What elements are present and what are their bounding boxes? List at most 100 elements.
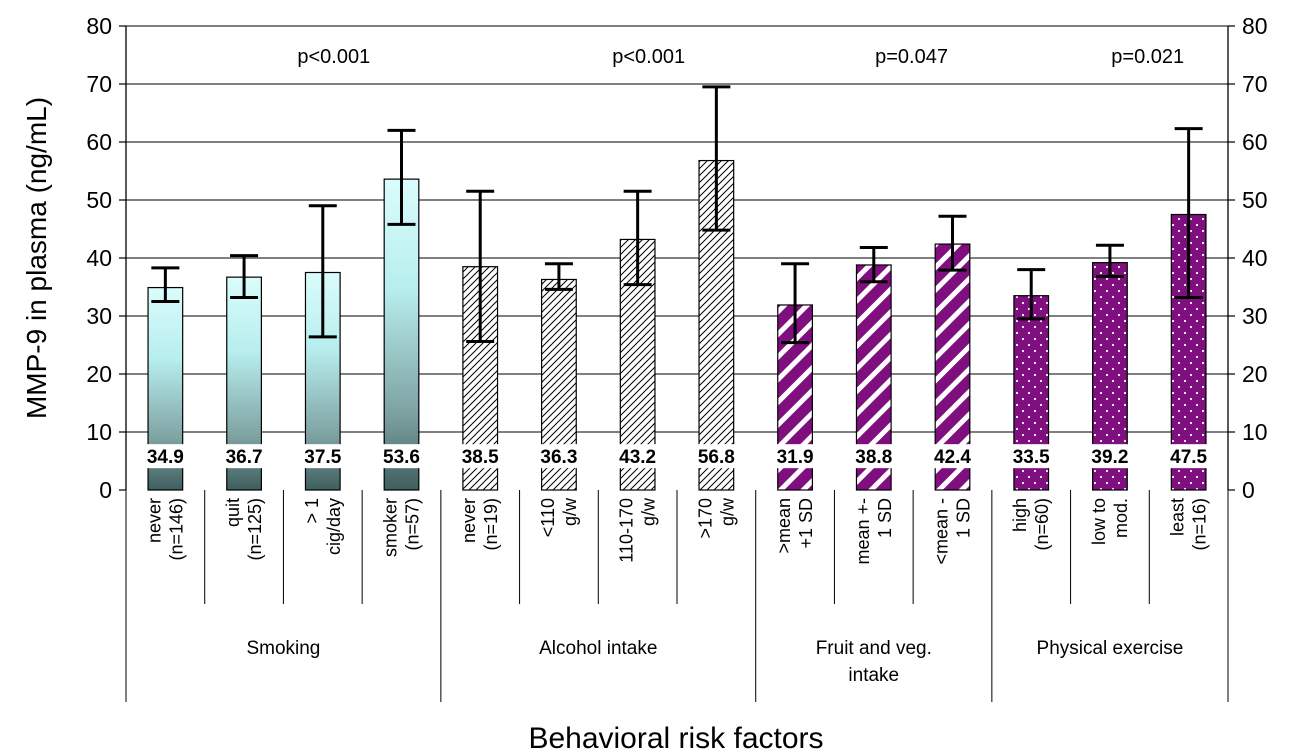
category-label-line2: g/w [560,497,580,526]
data-label: 37.5 [304,447,341,468]
category-label-line2: 1 SD [875,498,895,538]
category-label-line1: >mean [774,498,794,554]
y-tick-label-right: 30 [1242,303,1268,329]
category-label-line2: mod. [1111,498,1131,538]
category-label: > 1 cig/day [302,498,344,555]
category-label: smoker (n=57) [381,498,423,557]
category-label-line1: mean +- [853,498,873,565]
error-bars [151,85,1203,345]
category-label-line2: g/w [717,497,737,526]
category-label-line1: <110 [538,498,558,537]
category-label-line2: +1 SD [796,498,816,549]
data-label-bg [1079,444,1140,469]
group-label: Smoking [246,638,320,659]
data-label: 43.2 [619,447,656,468]
p-value-label: p<0.001 [297,46,370,68]
group-label: Alcohol intake [539,638,657,659]
category-label: >170 g/w [695,497,737,539]
category-label: quit (n=125) [223,498,265,561]
data-label-bg [214,444,275,469]
y-tick-label-right: 10 [1242,419,1268,445]
data-label: 39.2 [1091,447,1128,468]
y-axis-label: MMP-9 in plasma (ng/mL) [21,97,52,419]
data-label: 36.3 [540,447,577,468]
category-label: >mean +1 SD [774,498,816,554]
data-label-bg [922,444,983,469]
y-tick-label-right: 0 [1242,477,1255,503]
data-label: 38.8 [855,447,892,468]
data-label: 36.7 [226,447,263,468]
category-label-line2: (n=19) [481,498,501,551]
y-tick-label-left: 40 [86,245,112,271]
category-label-line1: low to [1089,498,1109,545]
category-label-line1: >170 [695,498,715,539]
data-label: 38.5 [462,447,499,468]
category-label-line2: 1 SD [954,498,974,538]
data-label: 31.9 [777,447,814,468]
y-tick-label-right: 50 [1242,187,1268,213]
data-label-bg [607,444,668,469]
data-label: 34.9 [147,447,184,468]
y-tick-label-left: 10 [86,419,112,445]
data-label-bg [843,444,904,469]
y-tick-label-left: 50 [86,187,112,213]
category-label-line2: (n=125) [245,498,265,561]
category-label-line1: <mean - [932,498,952,565]
data-label-bg [1158,444,1219,469]
y-tick-label-right: 60 [1242,129,1268,155]
category-label-line2: cig/day [324,498,344,555]
p-value-label: p<0.001 [612,46,685,68]
p-value-label: p=0.021 [1111,46,1184,68]
category-label-line1: never [144,498,164,543]
category-label-line1: 110-170 [617,498,637,563]
bars [147,159,1207,491]
category-label: <mean -1 SD [932,498,974,565]
category-label-line2: (n=16) [1190,498,1210,551]
data-label-bg [686,444,747,469]
x-axis-label: Behavioral risk factors [528,722,823,755]
data-label: 53.6 [383,447,420,468]
data-label-bg [1001,444,1062,469]
category-label: mean +- 1 SD [853,498,895,565]
category-label-line1: smoker [381,498,401,557]
y-tick-label-left: 70 [86,71,112,97]
category-label: never (n=19) [459,498,501,551]
y-tick-label-left: 60 [86,129,112,155]
group-label: intake [848,665,899,686]
y-tick-label-left: 0 [99,477,112,503]
category-label: high (n=60) [1010,498,1052,551]
category-label: 110-170 g/w [617,497,659,563]
gridlines [126,25,1228,433]
y-tick-label-right: 70 [1242,71,1268,97]
data-label-bg [450,444,511,469]
group-label: Physical exercise [1037,638,1184,659]
category-label: least (n=16) [1168,498,1210,551]
data-label-bg [765,444,826,469]
bar [383,178,420,491]
y-tick-label-right: 40 [1242,245,1268,271]
data-label: 33.5 [1013,447,1050,468]
data-label-bg [371,444,432,469]
y-tick-label-left: 80 [86,13,112,39]
category-label-line2: (n=60) [1032,498,1052,551]
category-label: <110 g/w [538,497,580,537]
category-label-line1: least [1168,498,1188,536]
data-label-bg [292,444,353,469]
y-tick-label-left: 20 [86,361,112,387]
data-label-bg [528,444,589,469]
category-label-line1: quit [223,498,243,527]
data-label: 47.5 [1170,447,1207,468]
axes: 0 0 10 10 20 20 30 30 40 40 50 50 60 60 70 70 80 80 [86,13,1268,702]
data-label: 56.8 [698,447,735,468]
category-label-line1: > 1 [302,498,322,524]
category-label: low to mod. [1089,498,1131,545]
data-label: 42.4 [934,447,971,468]
category-label-line2: (n=57) [403,498,423,551]
category-label-line1: never [459,498,479,543]
y-tick-label-right: 80 [1242,13,1268,39]
p-value-label: p=0.047 [875,46,948,68]
y-tick-label-left: 30 [86,303,112,329]
category-label-line2: (n=146) [166,498,186,561]
